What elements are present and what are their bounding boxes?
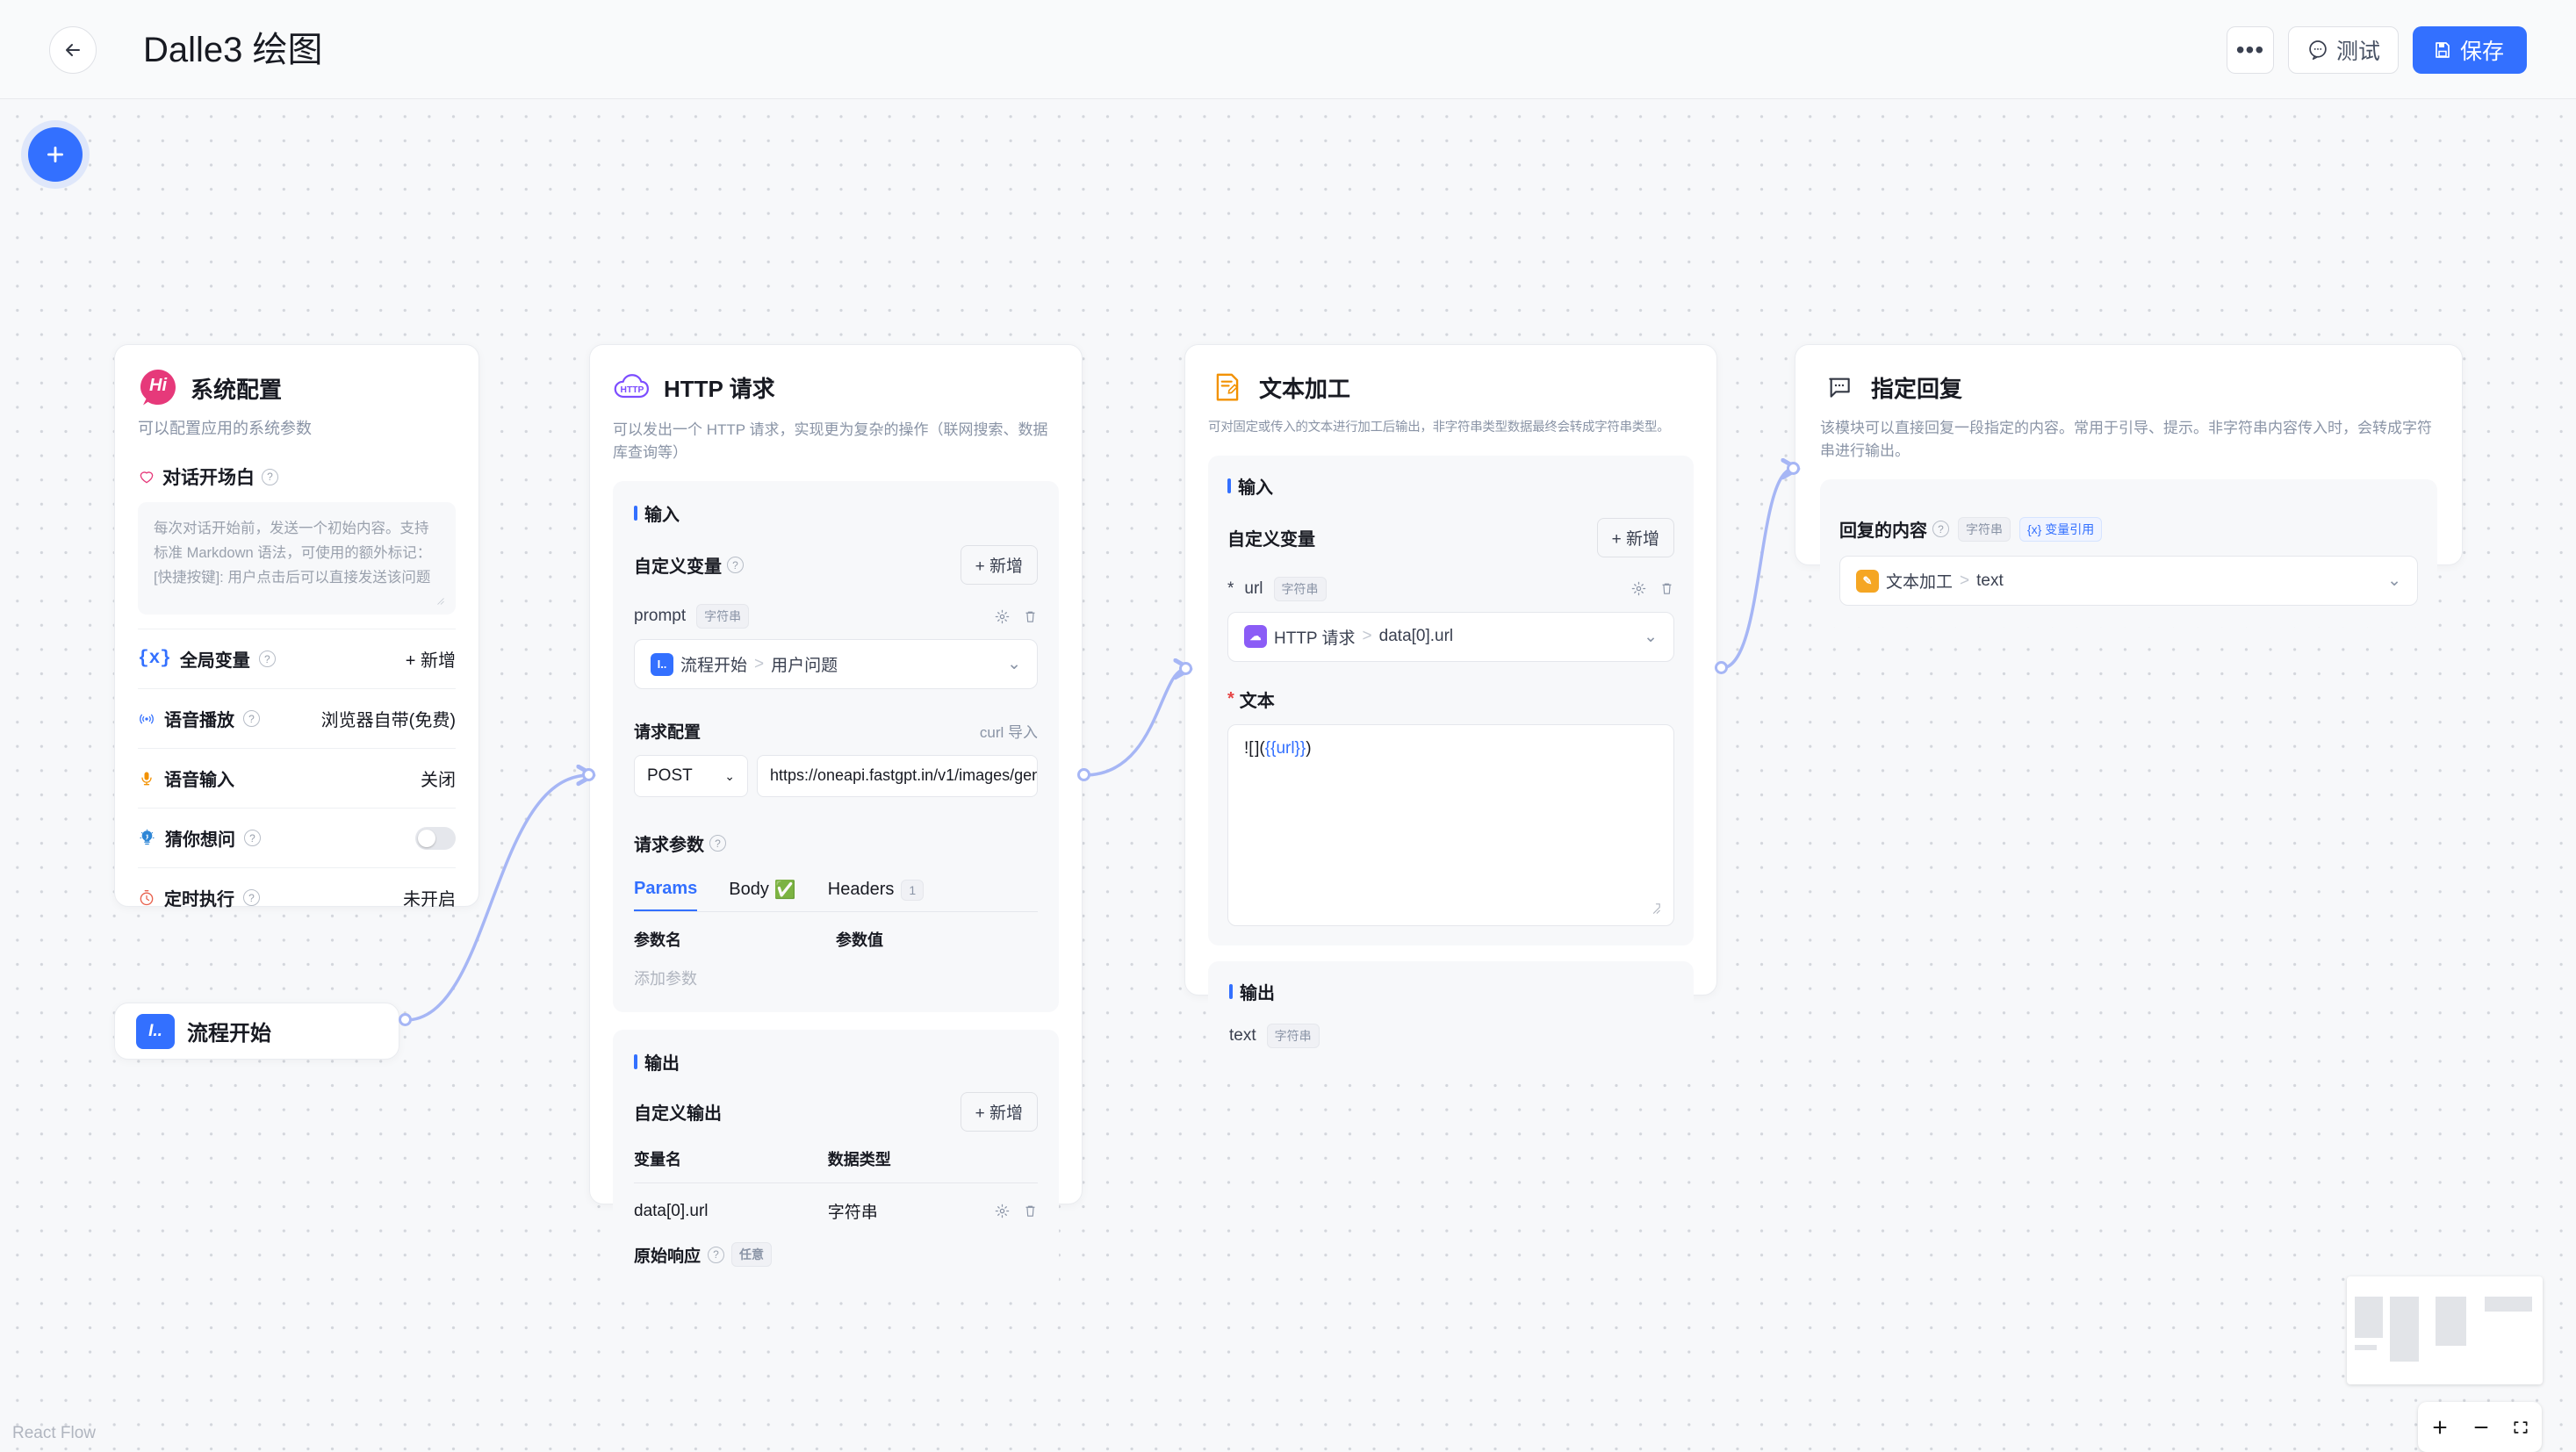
- svg-text:HTTP: HTTP: [621, 385, 644, 395]
